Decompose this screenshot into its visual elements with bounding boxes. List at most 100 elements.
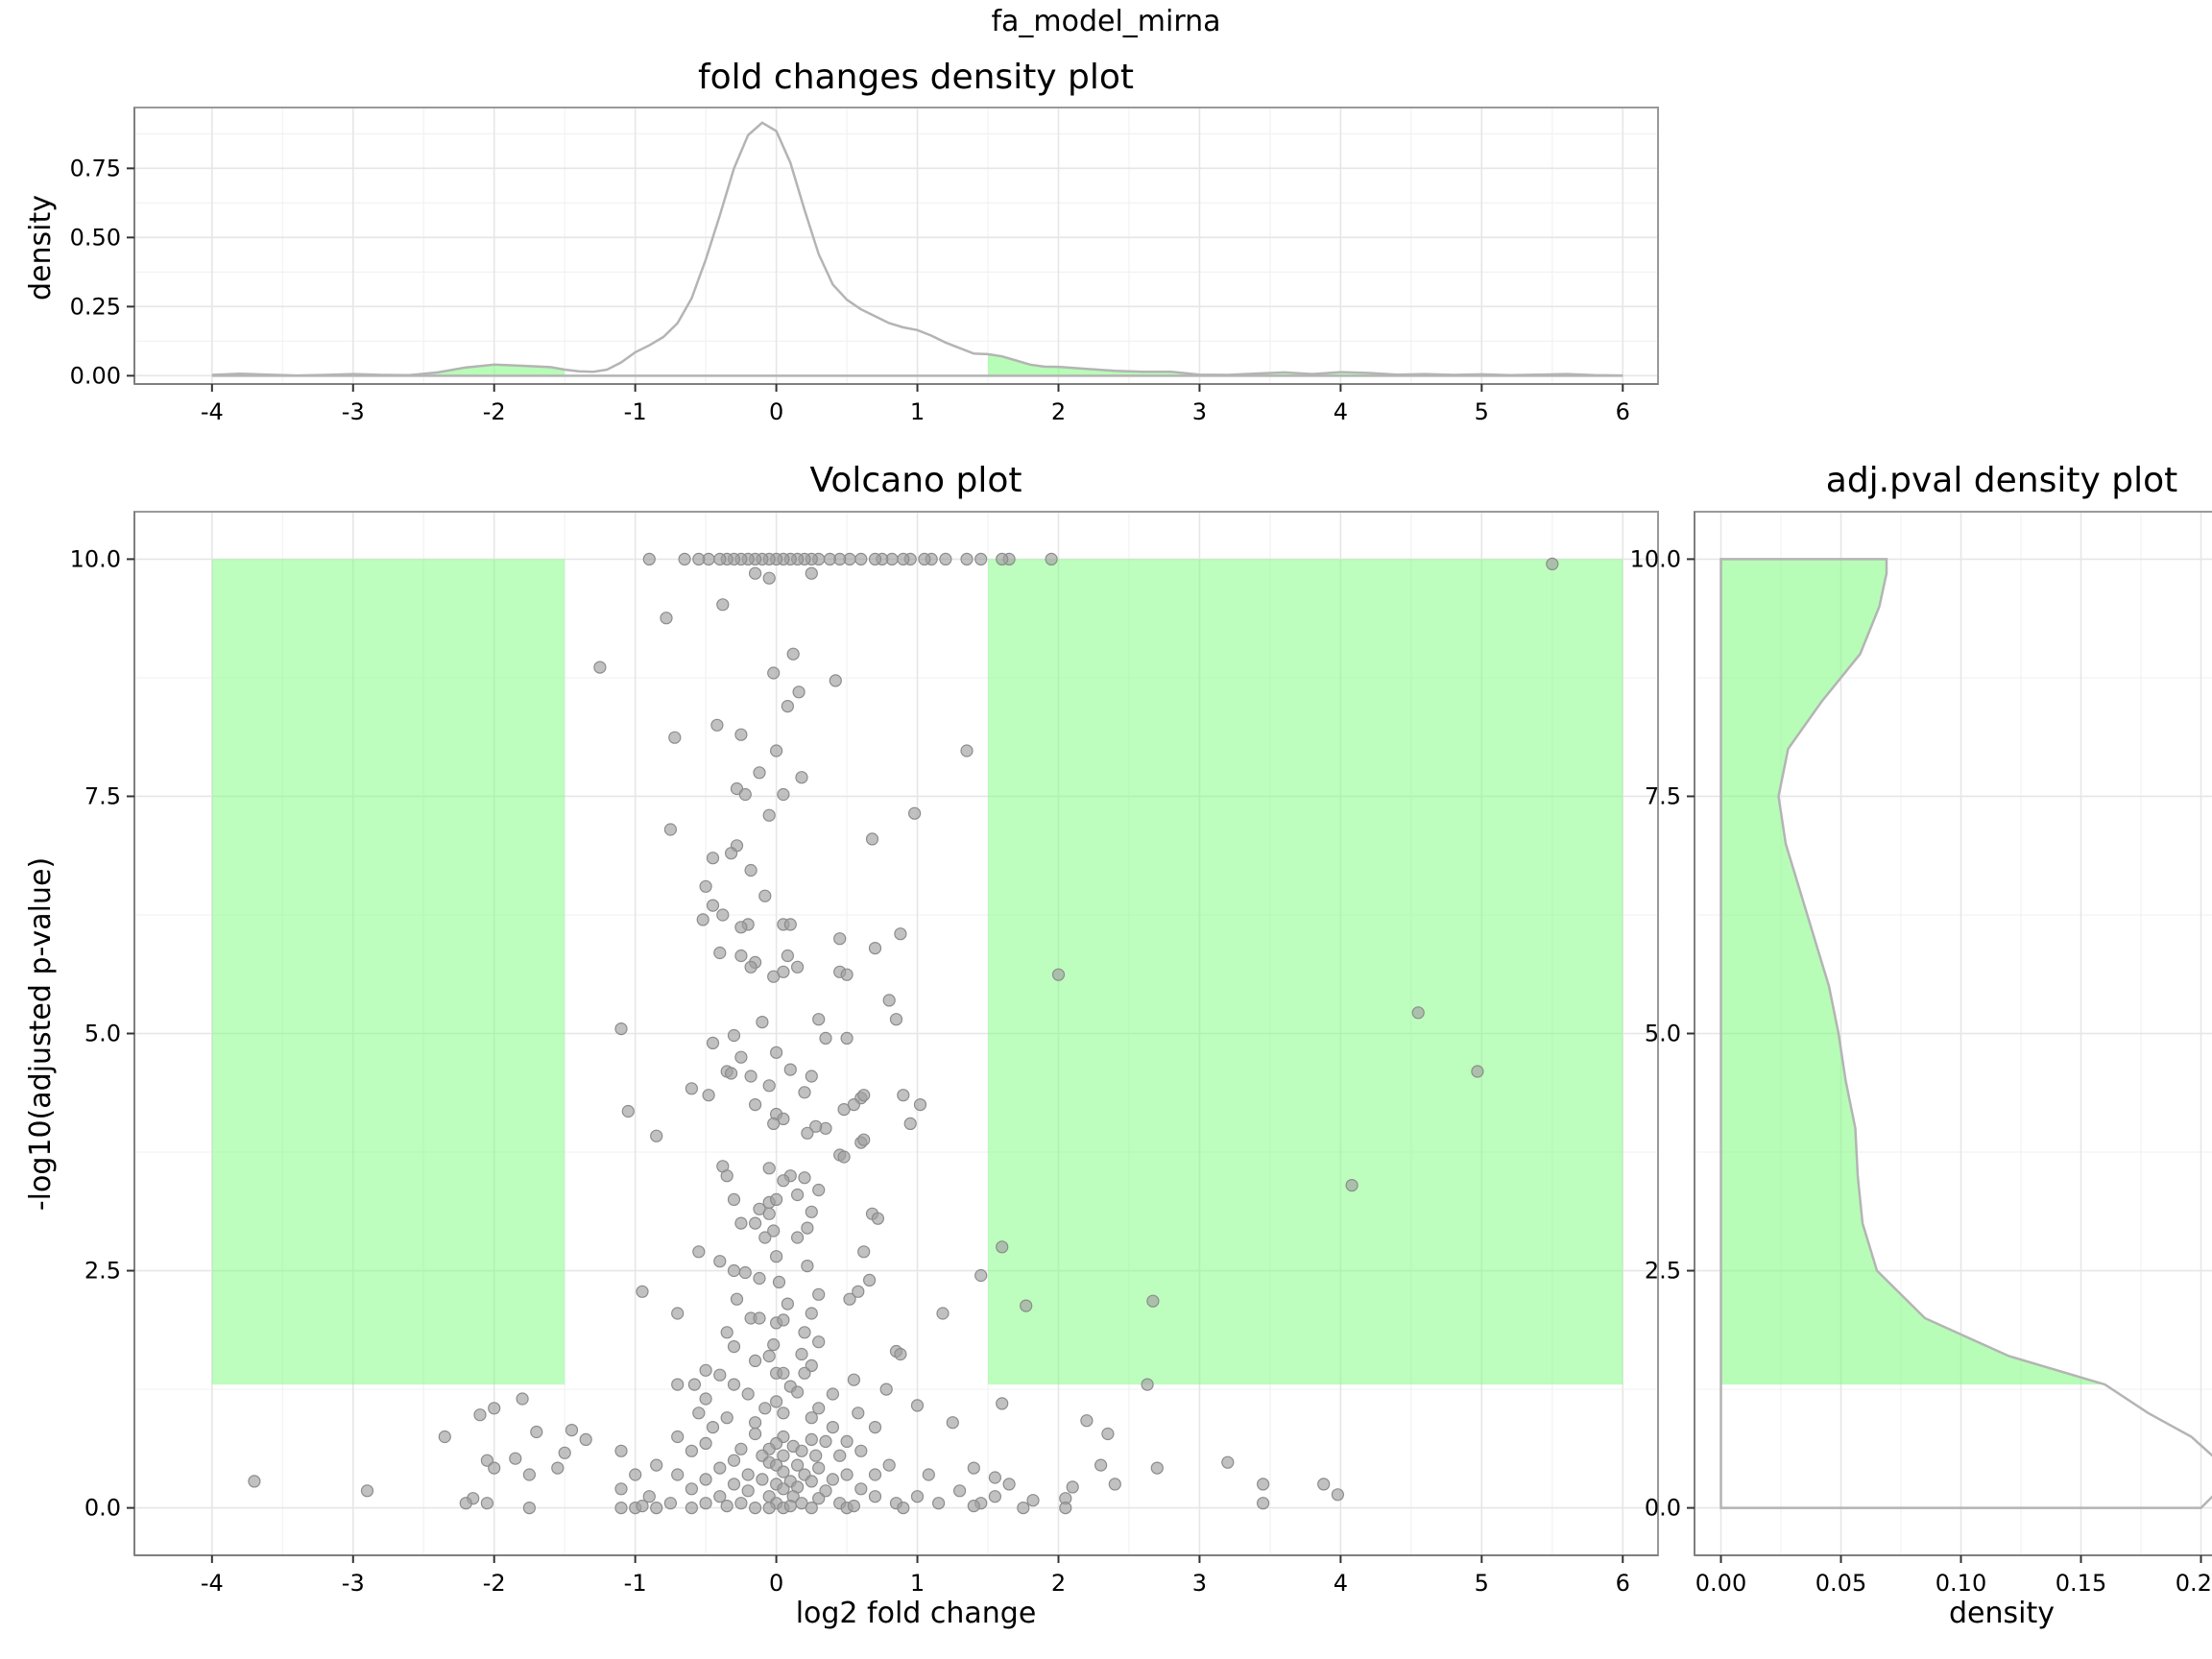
fold-change-density-y-tick-label: 0.00 <box>70 362 121 389</box>
volcano-point <box>744 863 757 878</box>
volcano-point <box>762 1349 776 1363</box>
volcano-point <box>360 1484 374 1498</box>
volcano-point <box>897 552 910 566</box>
volcano-point <box>829 674 842 687</box>
volcano-point <box>650 1458 663 1472</box>
volcano-point <box>758 1231 772 1244</box>
volcano-point <box>777 1449 790 1462</box>
volcano-x-tick-label: 1 <box>910 1570 925 1597</box>
volcano-point <box>847 1373 861 1386</box>
volcano-point <box>713 552 727 566</box>
volcano-point <box>790 1231 805 1244</box>
fold-change-density-x-tick-label: 6 <box>1616 398 1630 425</box>
volcano-point <box>1317 1478 1331 1491</box>
volcano-x-tick-label: 5 <box>1475 1570 1489 1597</box>
volcano-point <box>833 932 847 946</box>
fold-change-density-y-tick-label: 0.25 <box>70 293 121 320</box>
volcano-point <box>713 1255 727 1268</box>
volcano-point <box>650 1501 663 1515</box>
volcano-point <box>823 552 837 566</box>
volcano-point <box>762 1207 776 1220</box>
volcano-point <box>988 1490 1002 1503</box>
volcano-point <box>805 1411 818 1425</box>
volcano-x-tick-label: 6 <box>1616 1570 1630 1597</box>
volcano-point <box>710 718 724 732</box>
volcano-point <box>738 787 752 802</box>
volcano-point <box>786 647 800 661</box>
volcano-point <box>621 1104 635 1118</box>
fold-change-density-ylabel: density <box>24 195 58 301</box>
volcano-point <box>857 1245 871 1259</box>
adjpval-density-y-tick-label: 10.0 <box>1630 545 1681 572</box>
adjpval-density-x-tick-label: 0.10 <box>1936 1570 1986 1597</box>
volcano-point <box>685 1444 699 1457</box>
volcano-y-tick-label: 10.0 <box>70 545 121 572</box>
volcano-point <box>716 598 730 612</box>
volcano-point <box>706 1420 720 1434</box>
volcano-point <box>1094 1458 1108 1472</box>
adjpval-density-x-tick-label: 0.20 <box>2176 1570 2212 1597</box>
fold-change-density-x-tick-label: -2 <box>483 398 506 425</box>
volcano-point <box>812 1183 826 1197</box>
volcano-point <box>798 1326 811 1339</box>
volcano-y-tick-label: 7.5 <box>84 782 121 809</box>
volcano-point <box>777 787 790 802</box>
volcano-point <box>922 1468 935 1481</box>
volcano-point <box>781 699 795 713</box>
volcano-point <box>724 1067 738 1080</box>
volcano-point <box>716 908 730 922</box>
volcano-point <box>854 552 868 566</box>
volcano-point <box>868 1420 882 1434</box>
volcano-point <box>907 806 922 820</box>
volcano-point <box>738 1265 752 1280</box>
volcano-point <box>1108 1478 1121 1491</box>
volcano-point <box>974 1268 988 1283</box>
volcano-point <box>1045 552 1058 566</box>
volcano-ylabel: -log10(adjusted p-value) <box>24 857 58 1211</box>
volcano-point <box>790 1385 805 1399</box>
volcano-point <box>614 1501 628 1515</box>
volcano-point <box>1026 1494 1040 1507</box>
volcano-point <box>946 1416 959 1430</box>
volcano-x-tick-label: -1 <box>624 1570 647 1597</box>
volcano-point <box>748 1427 762 1441</box>
volcano-point <box>1051 968 1066 981</box>
fold-change-density-x-tick-label: 4 <box>1334 398 1348 425</box>
volcano-point <box>837 1102 851 1117</box>
adjpval-density-x-tick-label: 0.05 <box>1815 1570 1866 1597</box>
volcano-point <box>727 1263 741 1278</box>
volcano-point <box>727 1454 741 1467</box>
volcano-point <box>1101 1427 1115 1441</box>
volcano-point <box>918 552 931 566</box>
volcano-point <box>593 661 607 674</box>
volcano-point <box>868 1468 882 1481</box>
volcano-point <box>702 1089 715 1102</box>
volcano-point <box>939 552 952 566</box>
volcano-point <box>1345 1178 1358 1192</box>
volcano-point <box>847 1499 861 1513</box>
volcano-point <box>685 1501 699 1515</box>
volcano-point <box>748 1097 762 1112</box>
volcano-y-tick-label: 2.5 <box>84 1258 121 1285</box>
volcano-point <box>854 1482 868 1496</box>
volcano-point <box>696 913 709 926</box>
volcano-point <box>889 1013 903 1026</box>
fold-change-density-y-tick-label: 0.75 <box>70 155 121 181</box>
volcano-point <box>671 1378 685 1391</box>
volcano-point <box>974 552 988 566</box>
volcano-point <box>1002 1478 1016 1491</box>
volcano-point <box>777 1366 790 1380</box>
volcano-point <box>812 1492 826 1505</box>
volcano-point <box>777 1174 790 1188</box>
fold-change-density-x-tick-label: 3 <box>1192 398 1207 425</box>
volcano-point <box>629 1468 642 1481</box>
volcano-point <box>783 1499 797 1513</box>
volcano-point <box>819 1434 832 1449</box>
volcano-point <box>790 1458 805 1472</box>
volcano-point <box>1146 1294 1160 1308</box>
volcano-point <box>744 1070 757 1083</box>
volcano-point <box>762 1079 776 1093</box>
volcano-point <box>727 1478 741 1491</box>
volcano-point <box>805 1070 818 1083</box>
